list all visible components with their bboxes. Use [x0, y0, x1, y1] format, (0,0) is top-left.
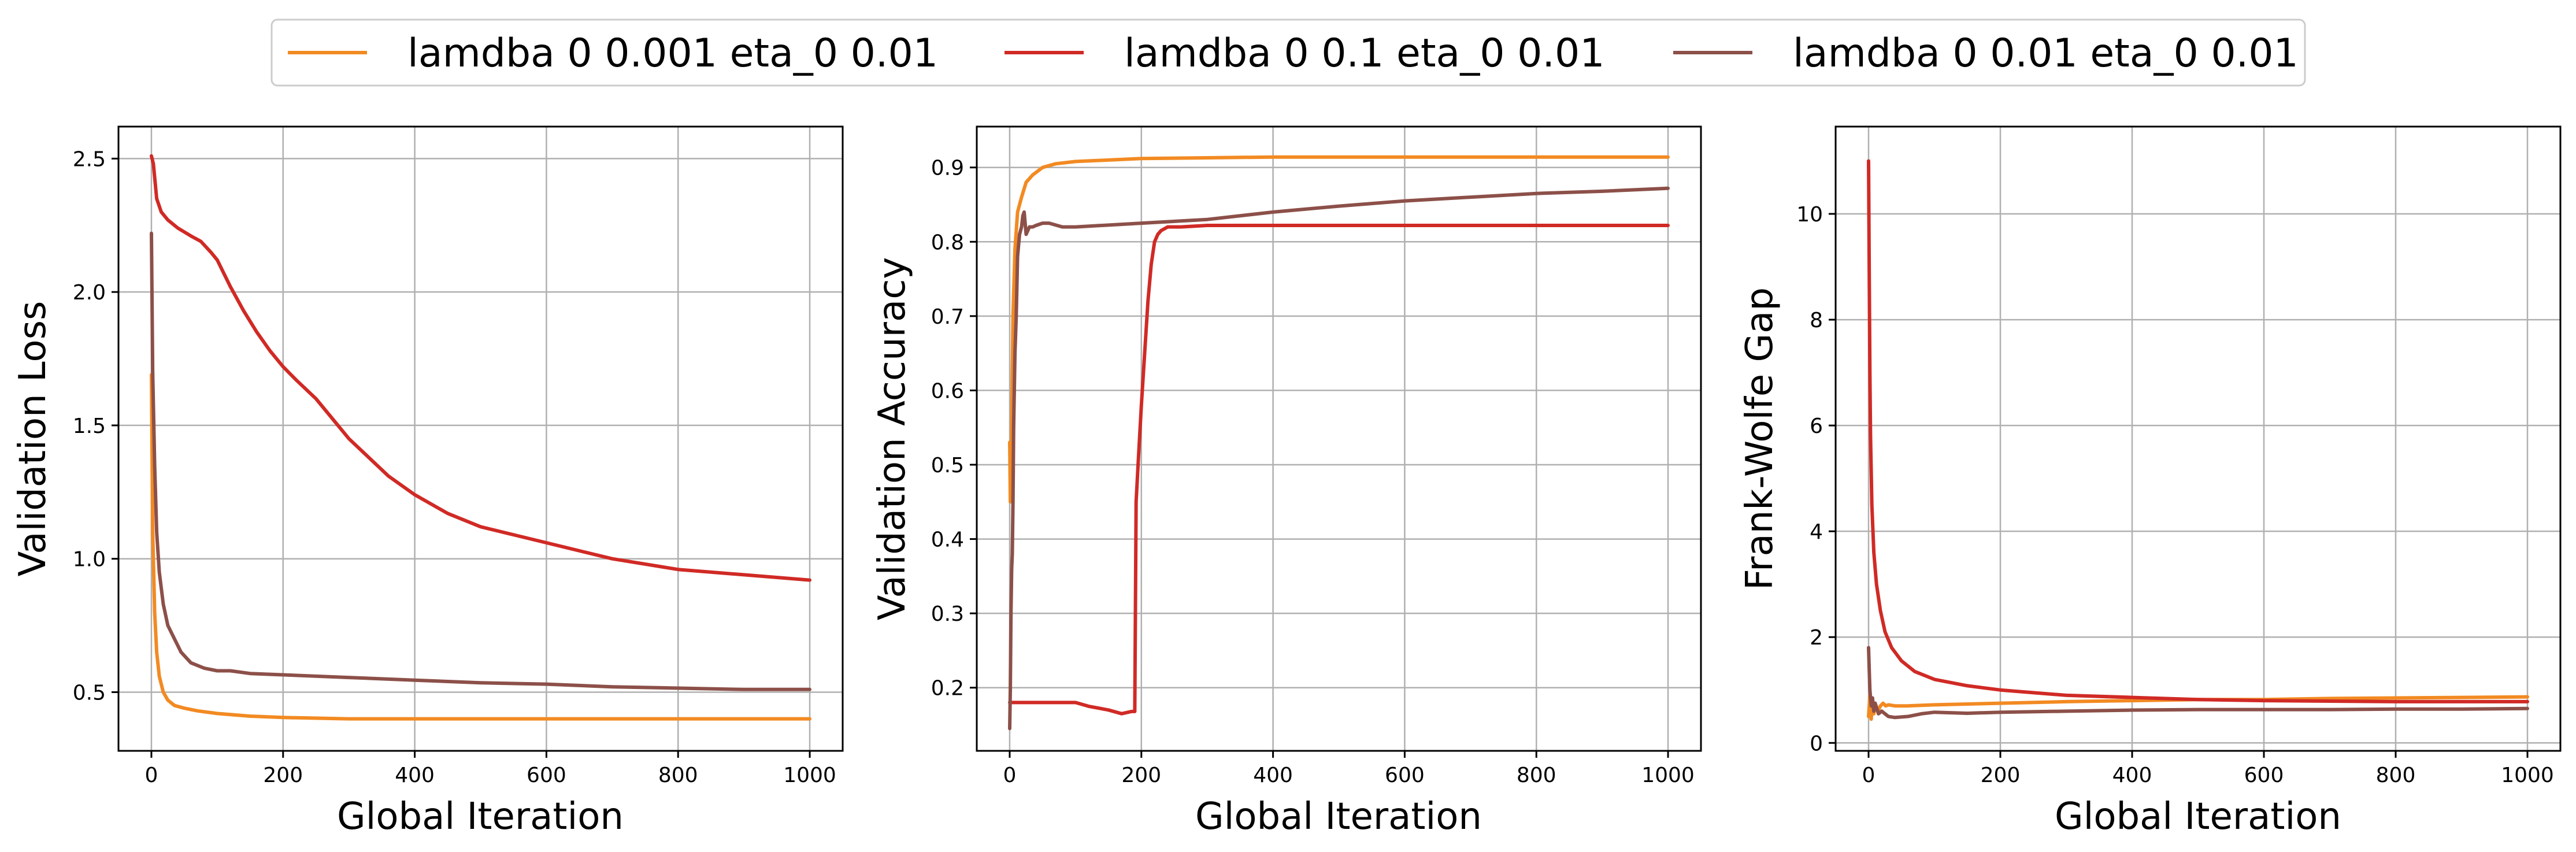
x-tick-label: 400: [1253, 764, 1293, 787]
x-tick-label: 800: [2376, 764, 2416, 787]
legend-label-2: lamdba 0 0.1 eta_0 0.01: [1124, 31, 1605, 76]
x-tick-label: 200: [1981, 764, 2021, 787]
x-tick-label: 800: [1517, 764, 1556, 787]
x-tick-label: 600: [527, 764, 566, 787]
series-fw-gap: [1867, 159, 2529, 721]
y-axis-label-loss: Validation Loss: [12, 301, 54, 577]
x-tick-label: 0: [145, 764, 158, 787]
x-axis-label-fw-gap: Global Iteration: [2055, 795, 2341, 838]
x-tick-label: 200: [1121, 764, 1161, 787]
legend: lamdba 0 0.001 eta_0 0.01 lamdba 0 0.1 e…: [270, 18, 2306, 87]
grid-loss: [118, 127, 843, 751]
x-tick-label: 0: [1003, 764, 1017, 787]
legend-frame: [270, 18, 2306, 87]
ticks-accuracy: 0 200 400 600 800 1000 0.2 0.3 0.4 0.5 0.6 0.7 0.8 0.…: [931, 157, 1695, 787]
y-tick-label: 0.2: [931, 677, 964, 701]
y-axis-label-accuracy: Validation Accuracy: [871, 257, 914, 621]
grid-accuracy: [977, 127, 1701, 751]
ticks-loss: 0 200 400 600 800 1000 0.5 1.0 1.5 2.0 2.5: [73, 147, 836, 787]
y-tick-label: 0: [1810, 732, 1823, 755]
x-axis-label-loss: Global Iteration: [337, 795, 624, 838]
legend-entry-1: lamdba 0 0.001 eta_0 0.01: [288, 31, 938, 76]
y-tick-label: 0.6: [931, 379, 964, 403]
series-line-2: [1867, 159, 2529, 703]
y-axis-label-fw-gap: Frank-Wolfe Gap: [1739, 287, 1781, 590]
series-accuracy: [1008, 155, 1670, 731]
series-line-2: [150, 154, 811, 582]
x-tick-label: 0: [1862, 764, 1876, 787]
y-tick-label: 0.4: [931, 528, 964, 552]
y-tick-label: 2: [1810, 626, 1823, 650]
y-tick-label: 0.5: [73, 681, 106, 705]
x-tick-label: 1000: [783, 764, 836, 787]
y-tick-label: 0.5: [931, 454, 964, 477]
series-line-3: [150, 231, 811, 691]
series-line-3: [1867, 646, 2529, 720]
x-tick-label: 1000: [2501, 764, 2554, 787]
y-tick-label: 0.7: [931, 305, 964, 329]
axes-frame-fw-gap: [1834, 125, 2562, 752]
y-tick-label: 2.0: [73, 281, 106, 305]
x-tick-label: 600: [2244, 764, 2284, 787]
x-tick-label: 1000: [1641, 764, 1695, 787]
series-line-2: [1008, 224, 1670, 716]
chart-panel-accuracy: 0 200 400 600 800 1000 0.2 0.3 0.4 0.5 0.6 0.7 0.8 0.…: [871, 125, 1702, 838]
y-tick-label: 4: [1810, 520, 1823, 544]
series-line-1: [1008, 155, 1670, 504]
axes-frame-accuracy: [976, 125, 1702, 752]
y-tick-label: 6: [1810, 414, 1823, 438]
legend-entry-2: lamdba 0 0.1 eta_0 0.01: [1005, 31, 1605, 76]
grid-fw-gap: [1836, 127, 2560, 751]
legend-label-1: lamdba 0 0.001 eta_0 0.01: [407, 31, 938, 76]
y-tick-label: 1.0: [73, 548, 106, 572]
legend-entry-3: lamdba 0 0.01 eta_0 0.01: [1673, 31, 2299, 76]
y-tick-label: 0.3: [931, 602, 964, 626]
legend-label-3: lamdba 0 0.01 eta_0 0.01: [1793, 31, 2299, 76]
x-tick-label: 800: [658, 764, 698, 787]
axes-frame-loss: [117, 125, 844, 752]
y-tick-label: 10: [1796, 203, 1823, 227]
chart-panel-loss: 0 200 400 600 800 1000 0.5 1.0 1.5 2.0 2.5 Global …: [12, 125, 844, 838]
x-axis-label-accuracy: Global Iteration: [1195, 795, 1482, 838]
series-line-3: [1008, 186, 1670, 731]
y-tick-label: 2.5: [73, 147, 106, 171]
y-tick-label: 0.8: [931, 231, 964, 254]
series-loss: [150, 154, 811, 721]
x-tick-label: 600: [1385, 764, 1425, 787]
x-tick-label: 200: [263, 764, 303, 787]
x-tick-label: 400: [2112, 764, 2152, 787]
x-tick-label: 400: [395, 764, 435, 787]
y-tick-label: 8: [1810, 309, 1823, 332]
y-tick-label: 1.5: [73, 414, 106, 438]
chart-panel-fw-gap: 0 200 400 600 800 1000 0 2 4 6 8 10 Global Iteratio…: [1739, 125, 2562, 838]
series-line-1: [150, 373, 811, 721]
y-tick-label: 0.9: [931, 157, 964, 180]
ticks-fw-gap: 0 200 400 600 800 1000 0 2 4 6 8 10: [1796, 203, 2554, 787]
